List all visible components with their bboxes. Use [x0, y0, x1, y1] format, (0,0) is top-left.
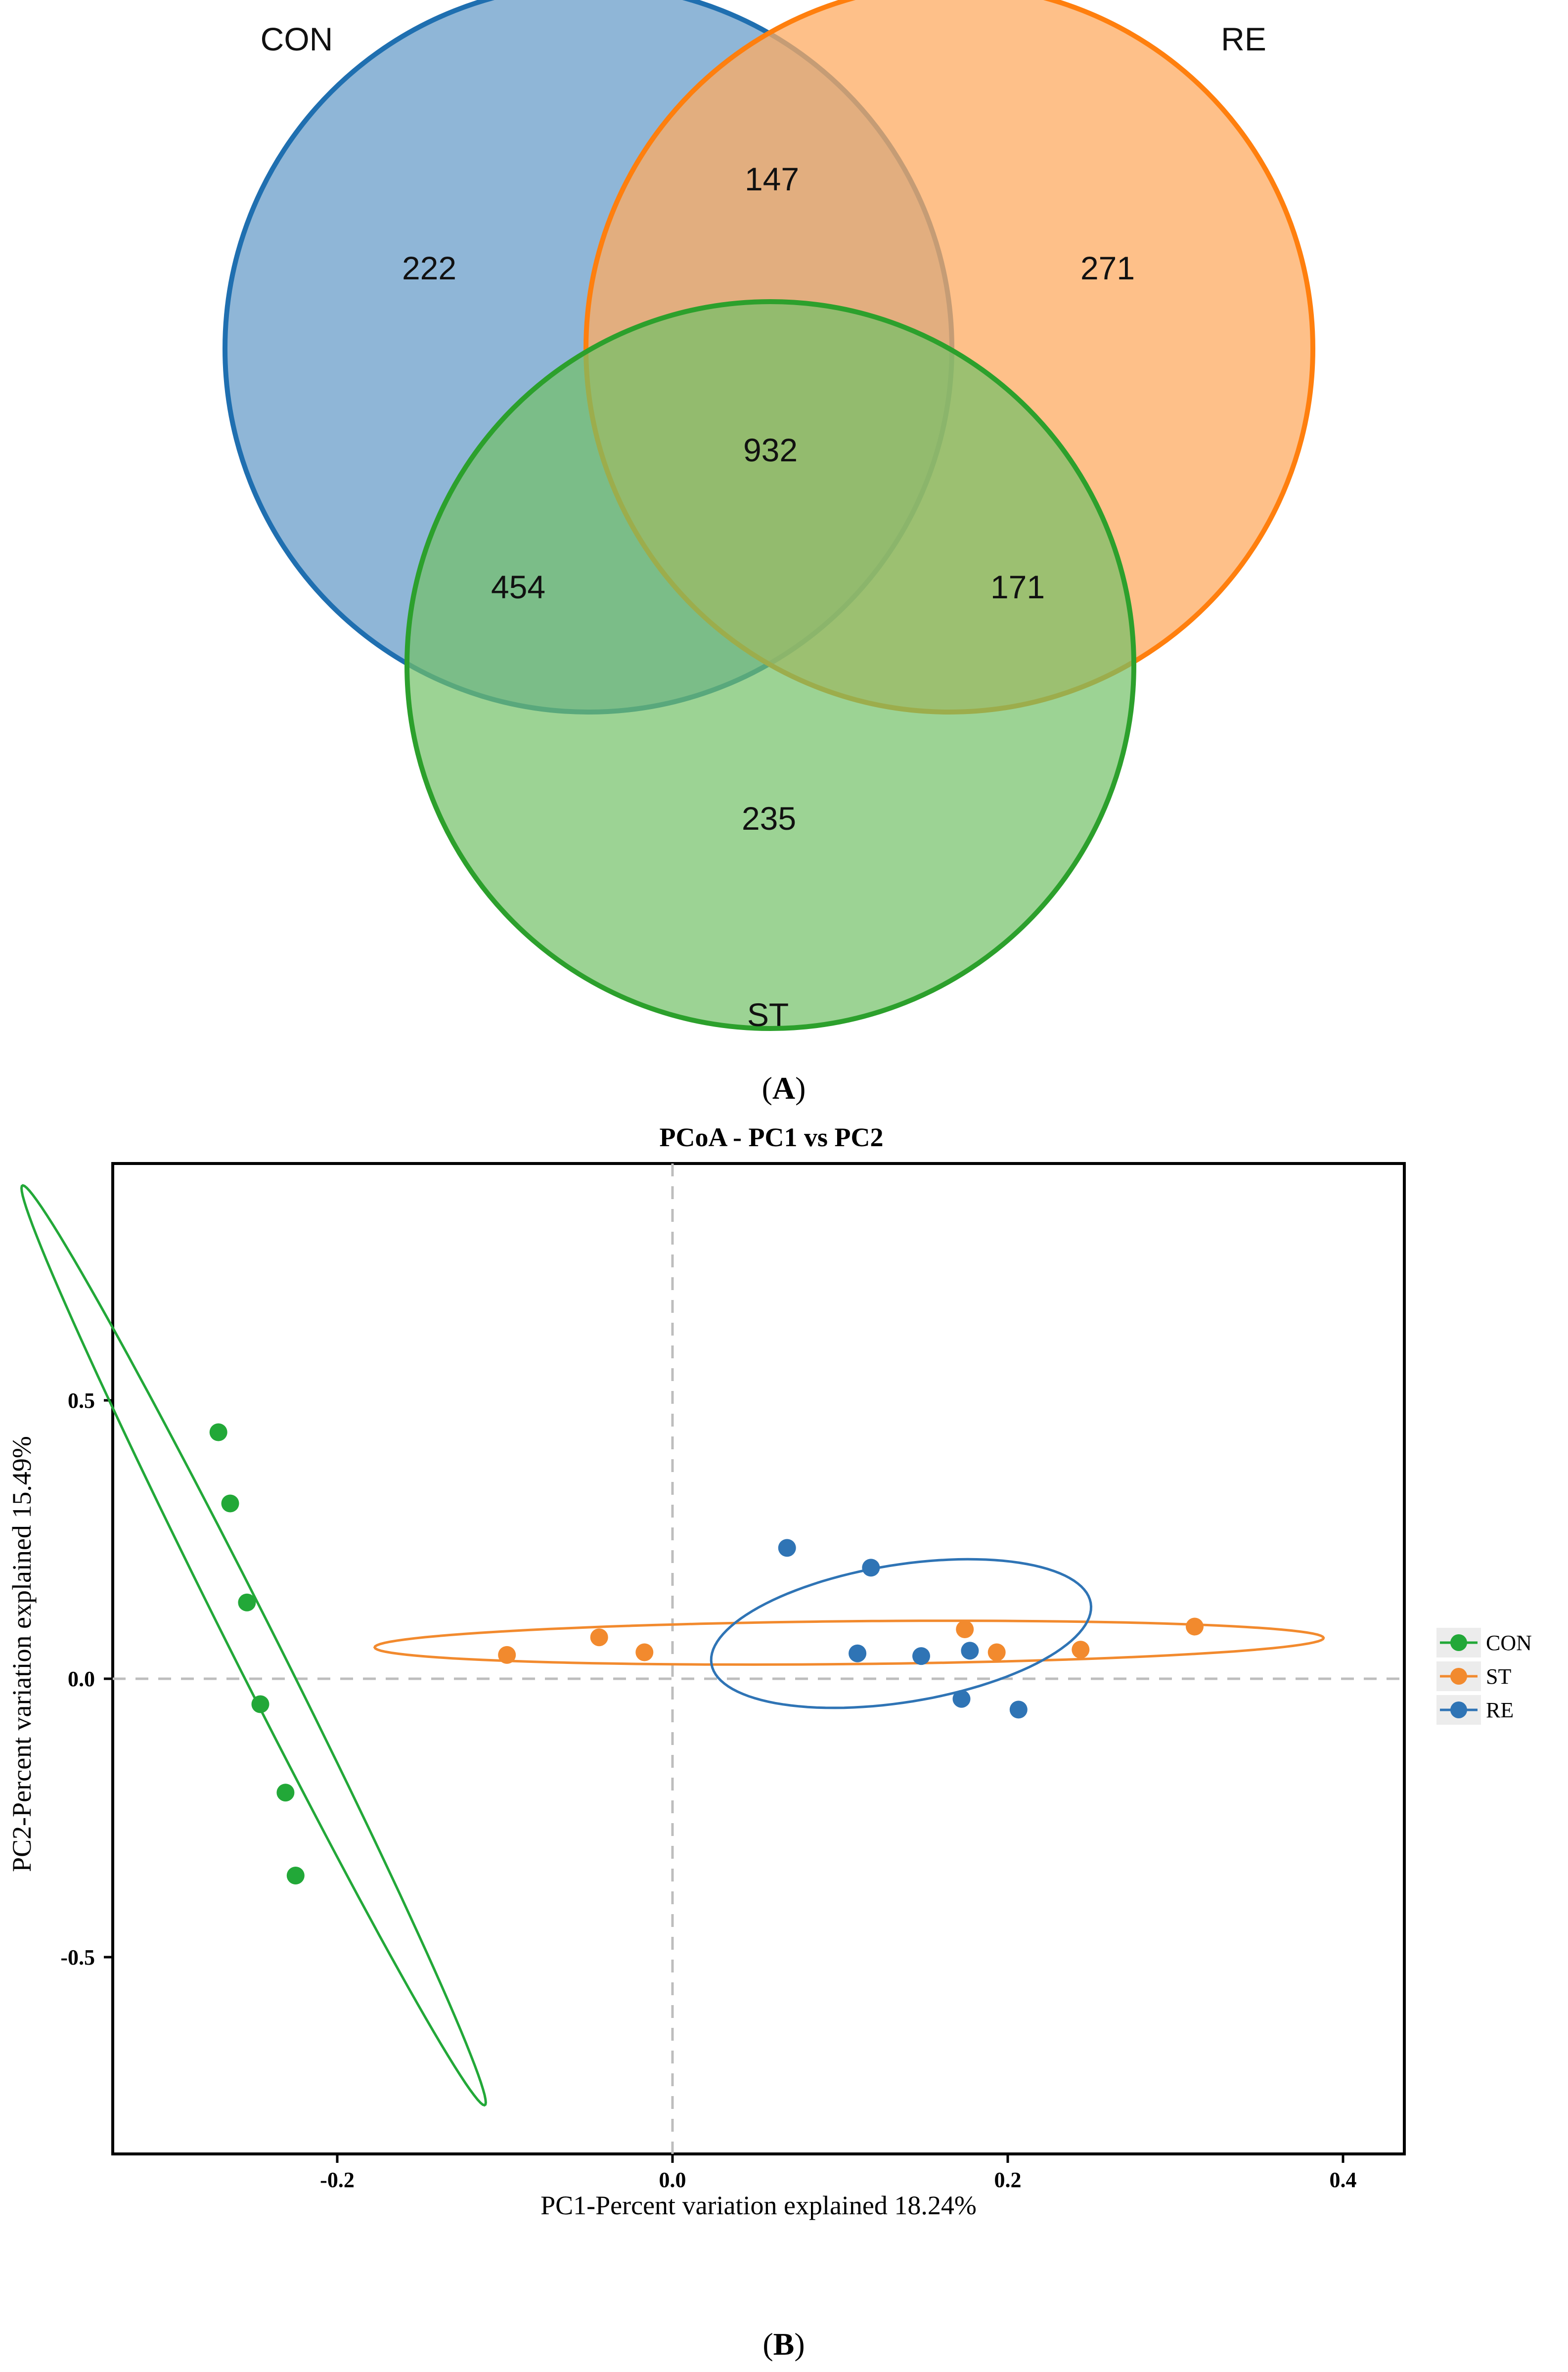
legend-key-dot-con	[1450, 1634, 1467, 1651]
venn-circle-st	[404, 299, 1136, 1031]
venn-count-re-st: 171	[990, 569, 1045, 605]
venn-count-all: 932	[743, 432, 798, 468]
pcoa-title: PCoA - PC1 vs PC2	[660, 1122, 884, 1152]
point-st	[987, 1643, 1006, 1661]
ellipse-re	[710, 1558, 1093, 1709]
point-re	[961, 1642, 979, 1660]
legend-label-con: CON	[1486, 1631, 1532, 1655]
point-re	[1009, 1701, 1028, 1719]
point-con	[238, 1593, 256, 1611]
venn-count-con-st: 454	[491, 569, 545, 605]
point-st	[498, 1646, 516, 1664]
venn-count-con-re: 147	[745, 161, 799, 197]
panel-a-caption: (A)	[762, 1071, 806, 1106]
venn-diagram: CON RE ST 222 271 235 147 454 171 932	[223, 0, 1315, 1033]
x-axis-label: PC1-Percent variation explained 18.24%	[540, 2191, 977, 2220]
confidence-ellipses	[20, 1184, 1325, 2107]
point-con	[251, 1695, 269, 1713]
data-points	[209, 1423, 1204, 1884]
point-re	[849, 1644, 867, 1662]
ellipse-st	[373, 1619, 1325, 1666]
y-axis: 0.5 0.0 -0.5	[60, 1388, 113, 1969]
point-con	[276, 1784, 295, 1802]
venn-set-label-st: ST	[747, 996, 789, 1033]
y-tick-label: 0.0	[68, 1667, 95, 1691]
x-axis: -0.2 0.0 0.2 0.4	[320, 2154, 1357, 2192]
y-tick-label: 0.5	[68, 1388, 95, 1413]
point-st	[956, 1620, 974, 1638]
y-tick-label: -0.5	[60, 1945, 95, 1969]
point-re	[778, 1539, 796, 1557]
point-re	[862, 1559, 880, 1577]
x-tick-label: 0.4	[1330, 2168, 1357, 2192]
panel-b-caption: (B)	[762, 2327, 805, 2362]
plot-frame	[111, 1162, 1406, 2155]
ellipse-con	[20, 1184, 487, 2107]
x-tick-label: 0.2	[994, 2168, 1022, 2192]
legend-key-dot-re	[1450, 1701, 1467, 1718]
legend-key-dot-st	[1450, 1668, 1467, 1685]
venn-count-con-only: 222	[402, 250, 456, 286]
venn-set-label-con: CON	[261, 21, 333, 57]
legend: CON ST RE	[1436, 1628, 1532, 1725]
y-axis-label: PC2-Percent variation explained 15.49%	[7, 1436, 37, 1872]
point-st	[635, 1643, 654, 1661]
pcoa-plot-area: 0.5 0.0 -0.5 -0.2 0.0 0.2 0.4	[20, 1162, 1406, 2192]
point-re	[952, 1690, 971, 1708]
point-st	[590, 1628, 608, 1647]
point-st	[1072, 1641, 1090, 1659]
legend-label-re: RE	[1486, 1698, 1514, 1722]
point-re	[912, 1647, 930, 1665]
point-con	[221, 1494, 239, 1513]
x-tick-label: -0.2	[320, 2168, 355, 2192]
venn-set-label-re: RE	[1221, 21, 1266, 57]
x-tick-label: 0.0	[659, 2168, 686, 2192]
point-con	[286, 1867, 305, 1884]
point-st	[1186, 1617, 1204, 1636]
venn-count-re-only: 271	[1080, 250, 1135, 286]
venn-count-st-only: 235	[742, 800, 796, 837]
legend-label-st: ST	[1486, 1664, 1511, 1689]
point-con	[209, 1423, 227, 1441]
